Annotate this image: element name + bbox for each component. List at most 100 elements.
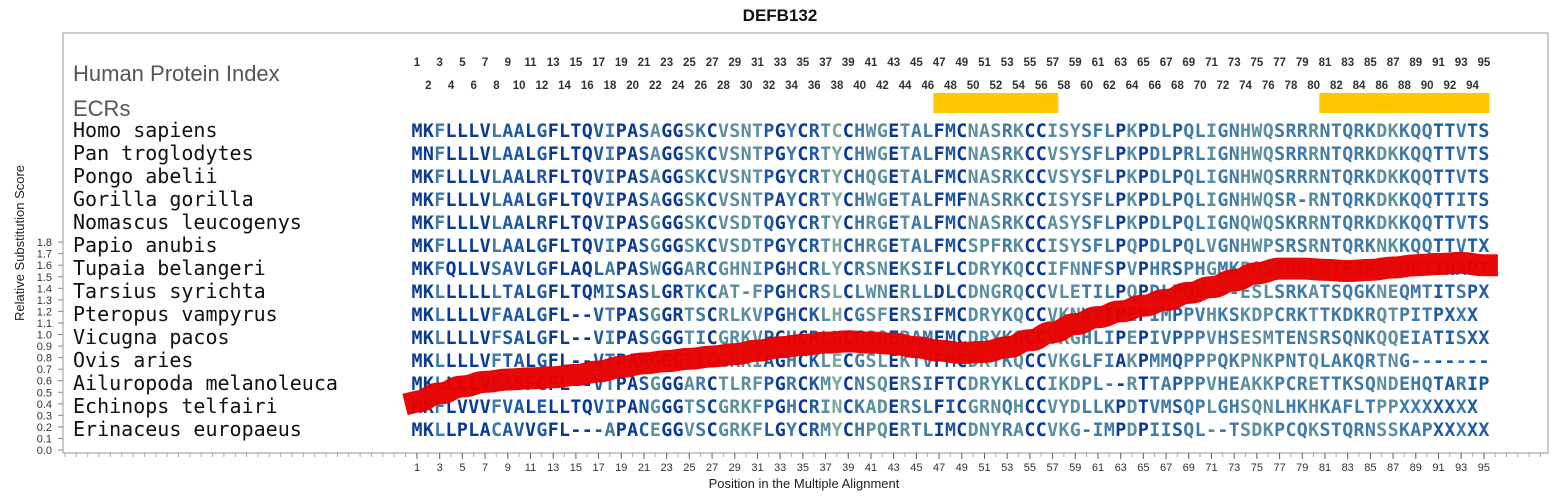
residue: - (1206, 420, 1217, 441)
residue: L (1104, 236, 1115, 257)
residue: S (911, 259, 922, 280)
residue: R (809, 397, 820, 418)
residue: F (934, 167, 945, 188)
residue: T (1444, 236, 1455, 257)
residue: K (1263, 374, 1274, 395)
y-tick-label: 1.8 (37, 237, 52, 249)
residue: S (729, 213, 740, 234)
residue: R (1285, 121, 1296, 142)
residue: H (1195, 259, 1206, 280)
residue: L (468, 305, 479, 326)
residue: H (1013, 397, 1024, 418)
residue: F (434, 213, 445, 234)
residue: T (1319, 305, 1330, 326)
residue: K (1263, 351, 1274, 372)
position-label-odd: 57 (1046, 57, 1059, 69)
residue: P (1195, 374, 1206, 395)
residue: R (1297, 121, 1308, 142)
position-label-odd: 5 (459, 57, 466, 69)
residue: L (434, 351, 445, 372)
residue: P (1115, 144, 1126, 165)
residue: Q (1422, 374, 1433, 395)
residue: I (922, 374, 933, 395)
residue: A (979, 144, 990, 165)
x-tick-label: 5 (459, 462, 465, 474)
residue: I (1467, 374, 1478, 395)
residue: S (1274, 190, 1285, 211)
residue: Y (786, 167, 797, 188)
residue: H (854, 190, 865, 211)
x-tick-label: 3 (437, 462, 443, 474)
residue: L (434, 282, 445, 303)
residue: R (1297, 167, 1308, 188)
residue: L (1058, 282, 1069, 303)
residue: L (446, 351, 457, 372)
residue: G (536, 420, 547, 441)
residue: V (480, 167, 491, 188)
residue: N (423, 144, 434, 165)
residue: V (1127, 259, 1138, 280)
residue: C (491, 420, 502, 441)
residue: G (673, 167, 684, 188)
position-label-even: 10 (513, 80, 526, 92)
residue: H (854, 213, 865, 234)
residue: F (934, 213, 945, 234)
residue: K (423, 121, 434, 142)
residue: N (741, 121, 752, 142)
residue: S (990, 213, 1001, 234)
residue: P (616, 121, 627, 142)
y-tick-label: 1.3 (37, 295, 52, 307)
residue: F (752, 420, 763, 441)
residue: G (1206, 259, 1217, 280)
residue: P (1172, 121, 1183, 142)
residue: P (1195, 328, 1206, 349)
residue: P (763, 374, 774, 395)
residue: C (956, 167, 967, 188)
residue: N (1365, 420, 1376, 441)
residue: P (1172, 305, 1183, 326)
species-name: Tupaia belangeri (73, 256, 266, 280)
residue: H (1229, 397, 1240, 418)
residue: F (990, 236, 1001, 257)
residue: V (593, 144, 604, 165)
residue: S (1081, 144, 1092, 165)
position-label-odd: 55 (1024, 57, 1037, 69)
residue: D (968, 328, 979, 349)
residue: F (548, 167, 559, 188)
residue: G (877, 236, 888, 257)
residue: L (1161, 121, 1172, 142)
residue: Q (1183, 420, 1194, 441)
residue: G (650, 328, 661, 349)
residue: F (1058, 259, 1069, 280)
residue: P (1183, 305, 1194, 326)
residue: I (1456, 190, 1467, 211)
position-label-even: 36 (808, 80, 821, 92)
residue: M (945, 328, 956, 349)
x-tick-label: 65 (1137, 462, 1149, 474)
residue: R (809, 213, 820, 234)
residue: V (1206, 374, 1217, 395)
residue: C (1036, 420, 1047, 441)
residue: K (1297, 397, 1308, 418)
residue: G (650, 397, 661, 418)
residue: Q (1263, 213, 1274, 234)
residue: P (1138, 236, 1149, 257)
residue: C (707, 282, 718, 303)
residue: L (1104, 213, 1115, 234)
residue: A (514, 305, 525, 326)
residue: A (650, 167, 661, 188)
residue: S (911, 374, 922, 395)
residue: T (900, 190, 911, 211)
residue: A (1444, 374, 1455, 395)
residue: G (673, 374, 684, 395)
residue: K (1399, 144, 1410, 165)
residue: L (1092, 374, 1103, 395)
residue: D (968, 259, 979, 280)
residue: T (1081, 282, 1092, 303)
residue: H (1240, 144, 1251, 165)
residue: Q (1013, 305, 1024, 326)
residue: D (1376, 121, 1387, 142)
x-tick-label: 63 (1115, 462, 1127, 474)
residue: R (695, 374, 706, 395)
residue: L (1206, 397, 1217, 418)
